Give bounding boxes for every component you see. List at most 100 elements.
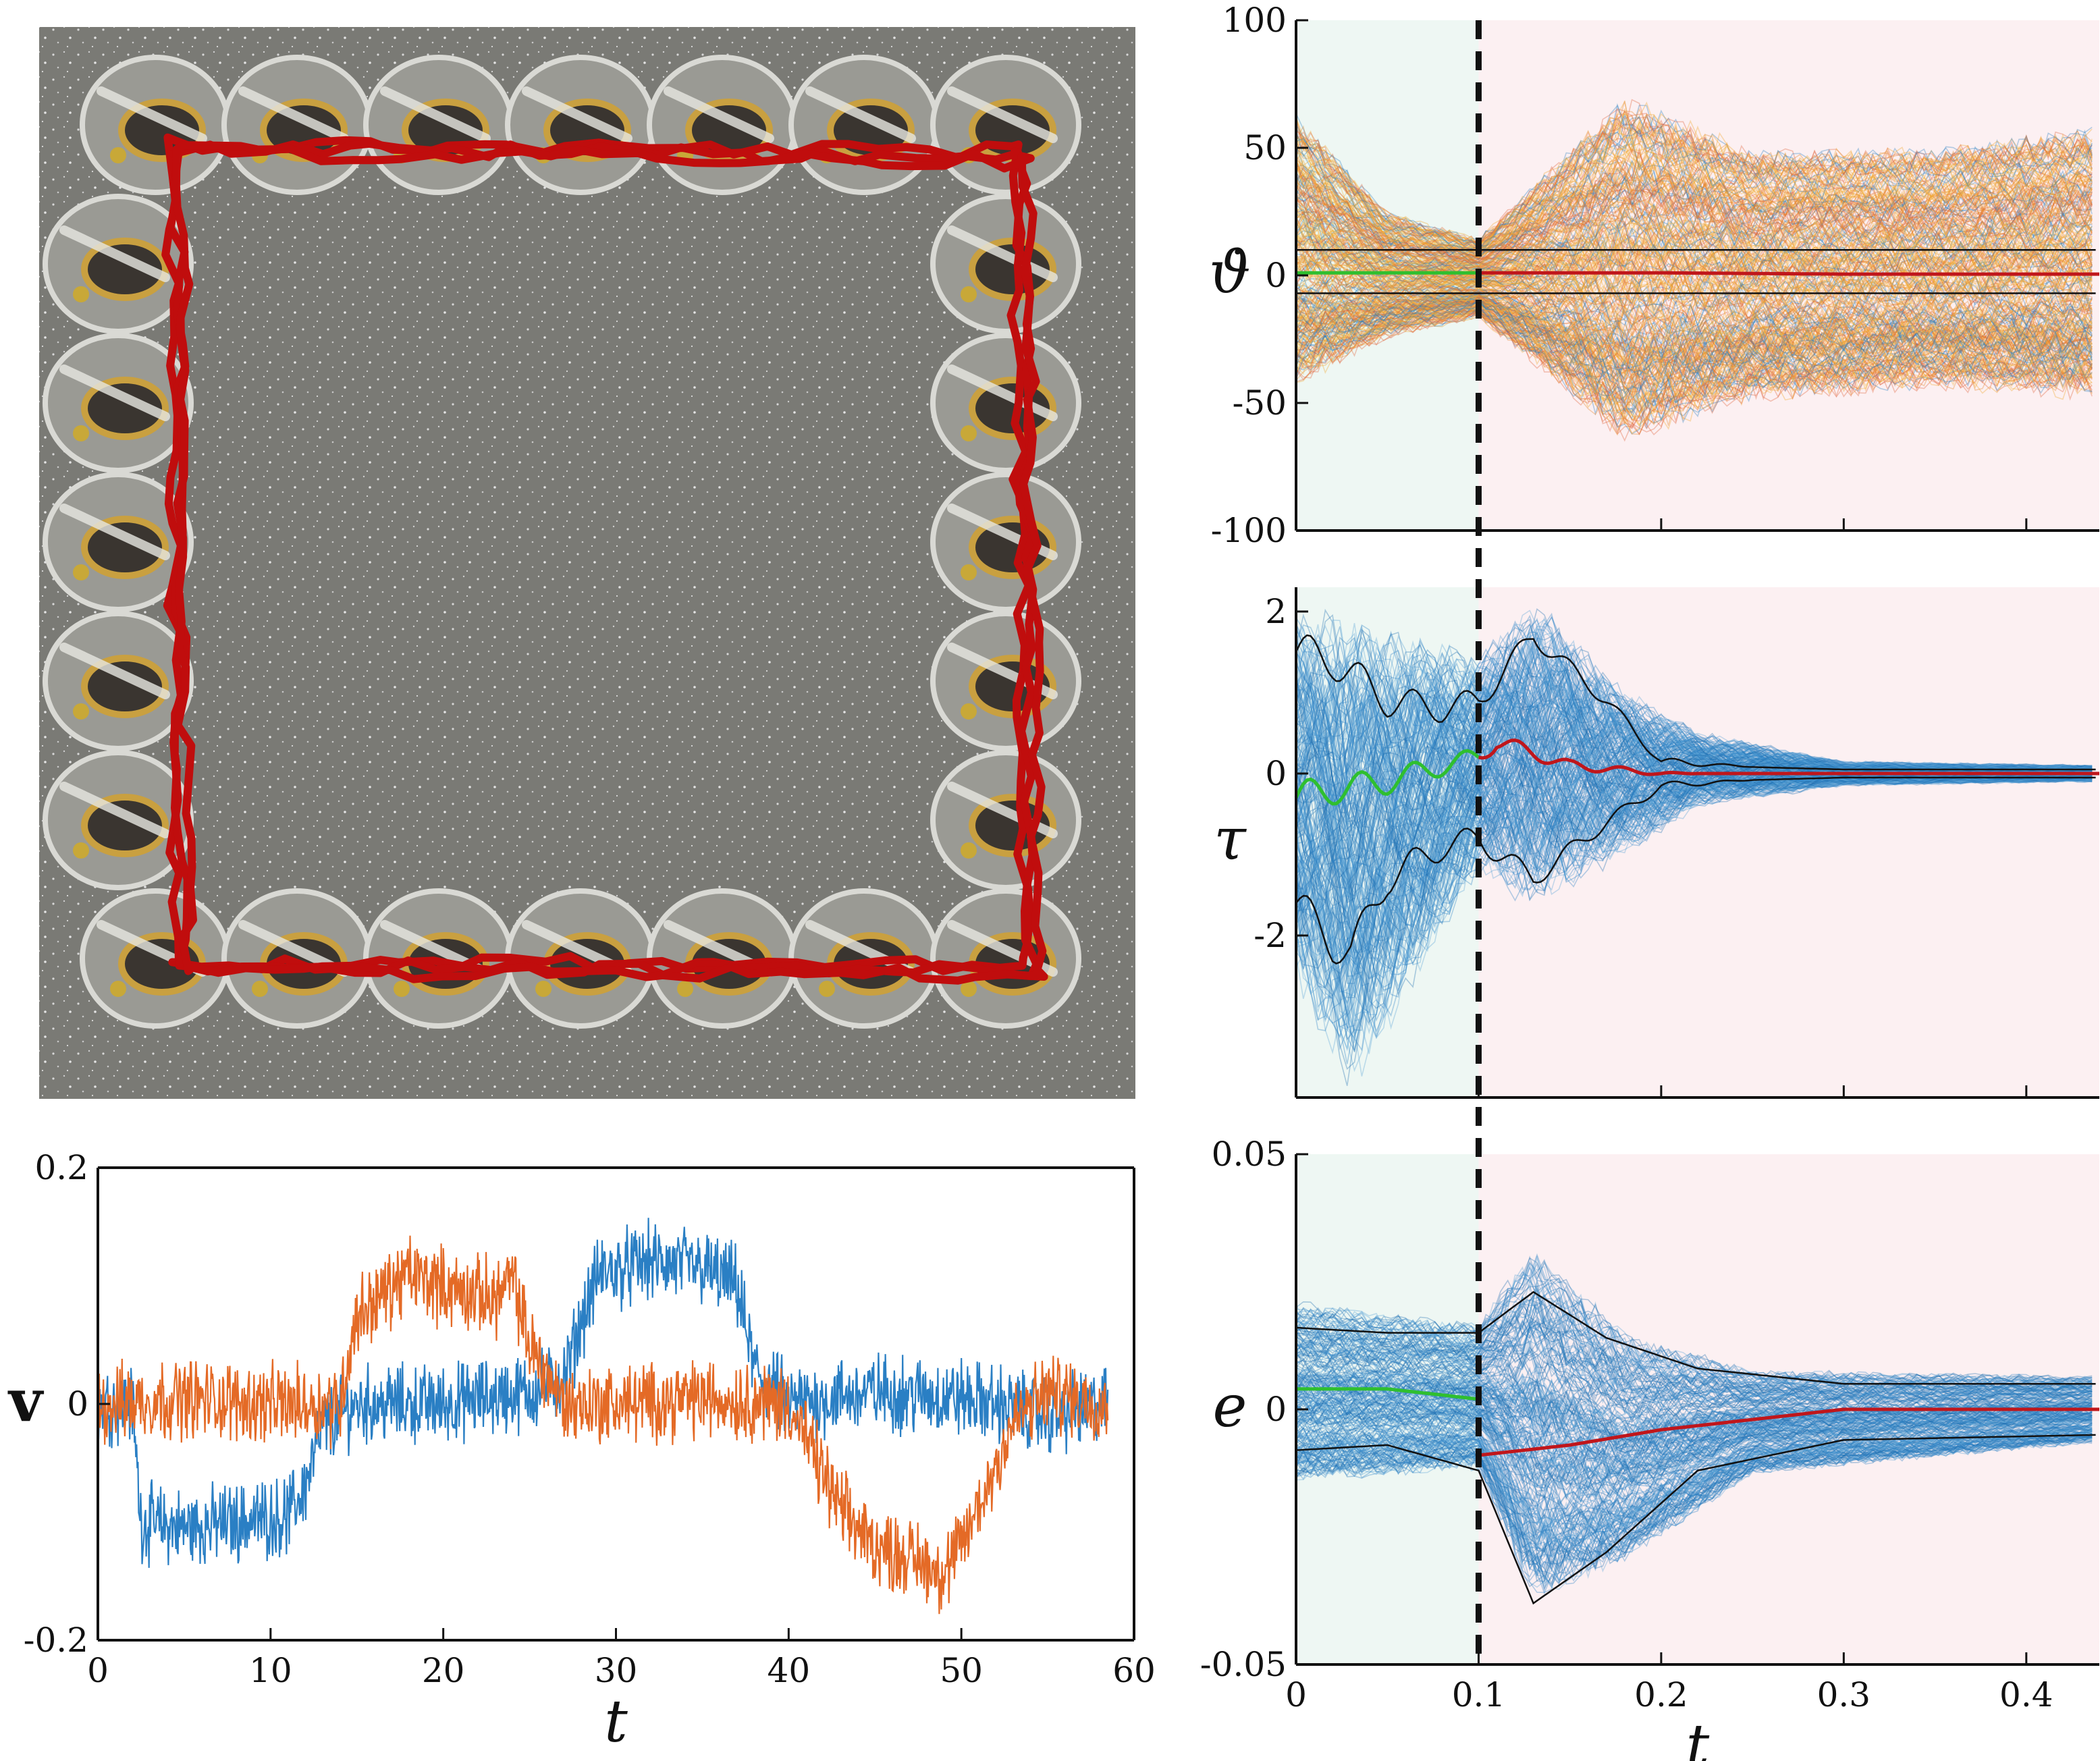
trajectory-line <box>1295 1279 2093 1390</box>
trajectory-line <box>1295 300 2093 393</box>
trajectory-line <box>1295 300 2093 399</box>
trajectory-line <box>1295 1344 2093 1417</box>
trajectory-line <box>1295 126 2093 250</box>
trajectory-line <box>1295 223 2093 277</box>
trajectory-line <box>1295 723 2093 900</box>
trajectory-line <box>1295 1411 2093 1500</box>
trajectory-line <box>1295 195 2093 265</box>
trajectory-line <box>1295 1403 2093 1482</box>
trajectory-line <box>1295 294 2093 367</box>
trajectory-line <box>1295 1392 2093 1467</box>
trajectory-line <box>1295 1404 2093 1486</box>
trajectory-line <box>1295 1427 2093 1546</box>
trajectory-line <box>1295 773 2093 1004</box>
trajectory-line <box>1295 777 2093 1039</box>
trajectory-line <box>1295 776 2093 1010</box>
trajectory-line <box>1295 686 2093 871</box>
trajectory-line <box>1295 310 2093 435</box>
trajectory-line <box>1295 1397 2093 1475</box>
trajectory-line <box>1295 294 2093 379</box>
trajectory-line <box>1295 221 2093 274</box>
trajectory-line <box>1295 1380 2093 1450</box>
trajectory-line <box>1295 1432 2093 1563</box>
trajectory-line <box>1295 616 2093 771</box>
trajectory-line <box>1295 178 2093 264</box>
trajectory-line <box>1295 1407 2093 1488</box>
trajectory-line <box>1295 1432 2093 1559</box>
trajectory-line <box>1295 296 2093 375</box>
trajectory-line <box>1295 1299 2093 1396</box>
trajectory-line <box>1295 1299 2093 1394</box>
trajectory-line <box>1295 776 2093 1031</box>
trajectory-line <box>1295 283 2093 340</box>
trajectory-line <box>1295 1437 2093 1587</box>
trajectory-line <box>1295 296 2093 378</box>
robot-motor <box>81 238 169 301</box>
trajectory-line <box>1295 1388 2093 1463</box>
trajectory-line <box>1295 158 2093 259</box>
shaded-region <box>1478 587 2099 1098</box>
trajectory-line <box>1295 295 2093 375</box>
y-axis-label: e <box>1213 1373 1247 1440</box>
y-tick-label: 0 <box>67 1384 88 1424</box>
trajectory-line <box>1295 306 2093 404</box>
trajectory-line <box>1295 1320 2093 1401</box>
trajectory-line <box>1295 235 2093 278</box>
trajectory-line <box>1295 1428 2093 1542</box>
trajectory-line <box>1295 310 2093 422</box>
trajectory-line <box>1295 656 2093 793</box>
trajectory-line <box>1295 294 2093 373</box>
trajectory-line <box>1295 1438 2093 1584</box>
trajectory-line <box>1295 1322 2093 1402</box>
trajectory-line <box>1295 1401 2093 1483</box>
trajectory-line <box>1295 287 2093 340</box>
trajectory-line <box>1295 1295 2093 1392</box>
trajectory-line <box>1295 165 2093 257</box>
trajectory-line <box>1295 182 2093 264</box>
trajectory-line <box>1295 204 2093 267</box>
trajectory-line <box>1295 254 2093 303</box>
robot <box>930 888 1081 1029</box>
robot-motor <box>81 655 169 718</box>
trajectory-line <box>1295 307 2093 418</box>
trajectory-line <box>1295 776 2093 996</box>
trajectory-line <box>1295 673 2093 832</box>
trajectory-line <box>1295 162 2093 259</box>
trajectory-line <box>1295 772 2093 959</box>
trajectory-line <box>1295 1398 2093 1476</box>
y-tick-label: 0.2 <box>34 1148 88 1187</box>
trajectory-line <box>1295 304 2093 419</box>
trajectory-line <box>1295 129 2093 249</box>
trajectory-line <box>1295 1372 2093 1446</box>
trajectory-line <box>1295 1428 2093 1546</box>
trajectory-line <box>1295 233 2093 277</box>
trajectory-line <box>1295 1378 2093 1449</box>
trajectory-line <box>1295 1265 2093 1387</box>
photo-panel <box>39 27 1135 1099</box>
trajectory-line <box>1295 1424 2093 1525</box>
trajectory-line <box>1295 1413 2093 1501</box>
trajectory-line <box>1295 140 2093 254</box>
trajectory-line <box>1295 138 2093 251</box>
trajectory-line <box>1295 774 2093 987</box>
trajectory-line <box>1295 623 2093 771</box>
trajectory-line <box>1295 1398 2093 1478</box>
trajectory-line <box>1295 639 2093 777</box>
trajectory-line <box>1295 1432 2093 1568</box>
trajectory-line <box>1295 776 2093 1028</box>
trajectory-line <box>1295 184 2093 265</box>
trajectory-line <box>1295 1293 2093 1391</box>
trajectory-line <box>1295 699 2093 877</box>
trajectory-line <box>1295 255 2093 308</box>
trajectory-line <box>1295 776 2093 1038</box>
trajectory-line <box>1295 312 2093 435</box>
trajectory-line <box>1295 776 2093 1019</box>
trajectory-line <box>1295 299 2093 386</box>
trajectory-line <box>1295 608 2093 771</box>
trajectory-line <box>1295 188 2093 265</box>
robot-ribbon <box>238 86 349 143</box>
trajectory-line <box>1296 274 2093 329</box>
robot-ribbon <box>380 86 491 143</box>
